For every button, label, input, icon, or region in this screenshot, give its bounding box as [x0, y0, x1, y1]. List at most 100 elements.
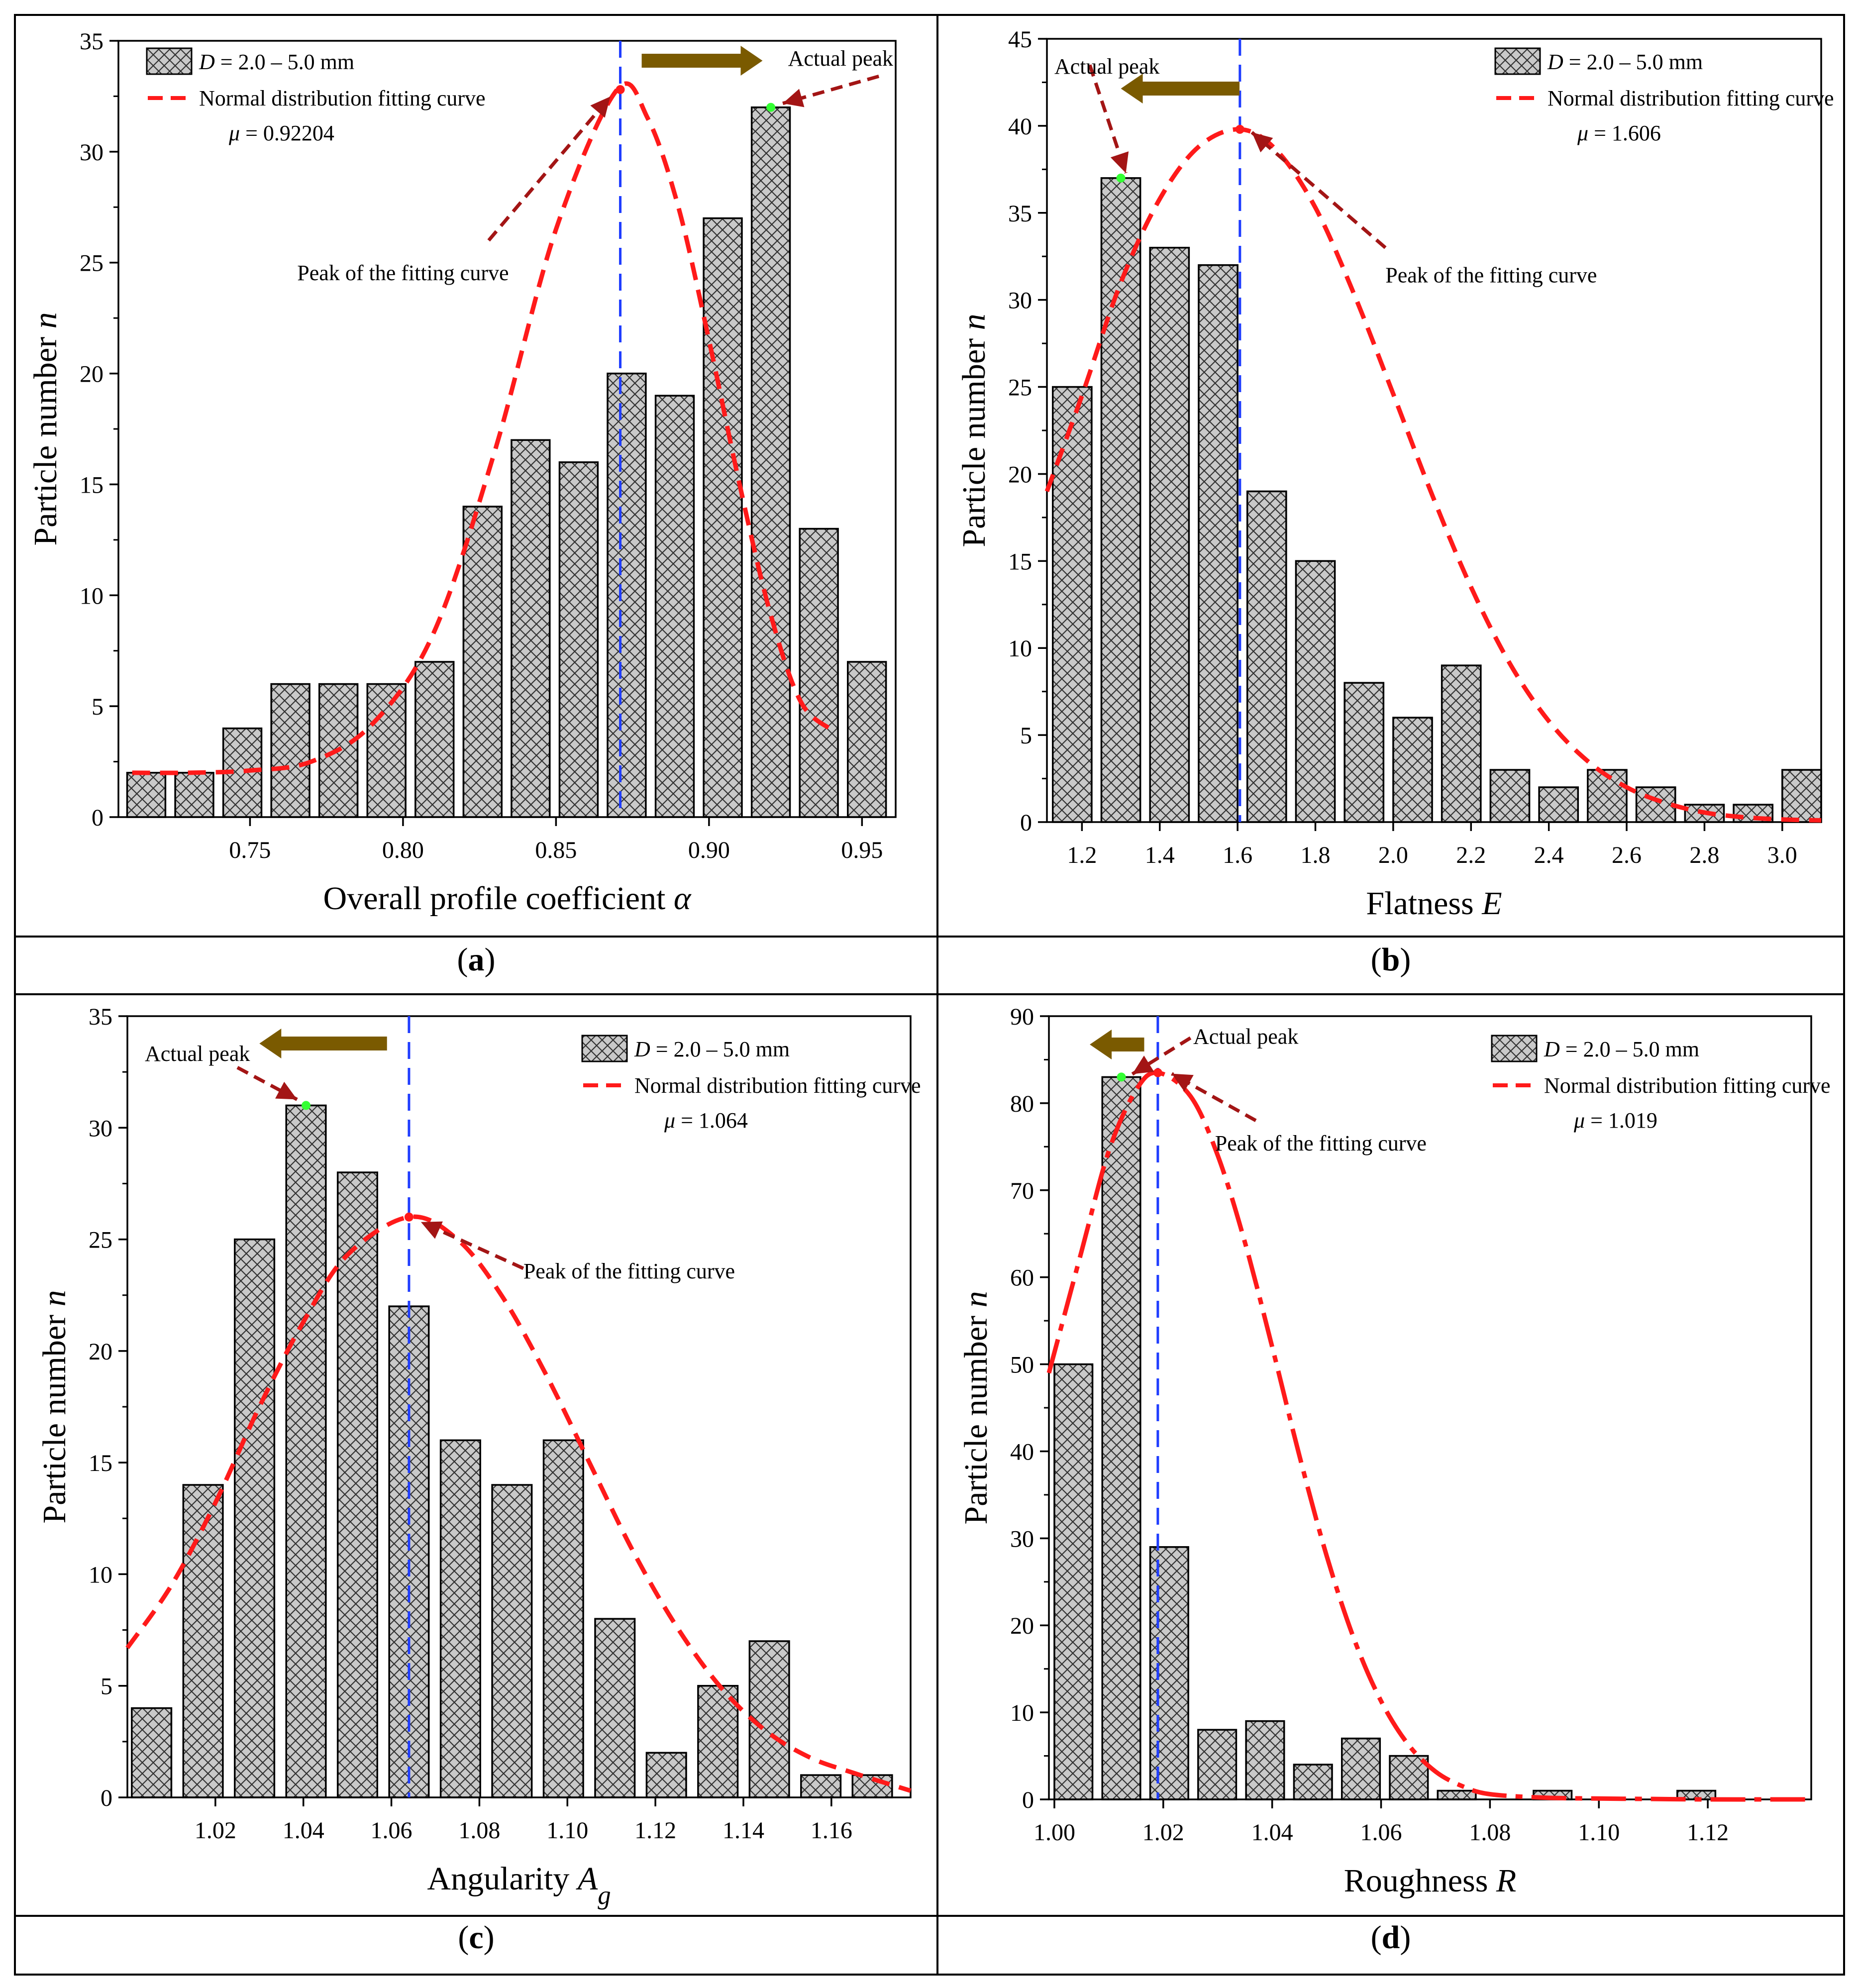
shift-arrow-c: [259, 1029, 387, 1058]
annotations-a: Peak of the fitting curve Actual peak: [297, 46, 893, 285]
y-tick-label: 15: [89, 1450, 112, 1476]
histogram-bar: [800, 1774, 842, 1798]
bars-c: [131, 1104, 893, 1798]
y-tick-label: 0: [101, 1785, 112, 1811]
x-tick-label: 0.85: [535, 837, 577, 863]
y-axis-b: 0 5 10 15 20 25 30 35 40 45: [1008, 26, 1047, 836]
legend-b: D = 2.0 – 5.0 mm Normal distribution fitt…: [1494, 47, 1834, 145]
actual-peak-label-part: Actual peak: [1193, 1025, 1298, 1049]
histogram-bar: [1389, 1755, 1429, 1800]
panel-caption-part: (: [458, 1919, 469, 1956]
x-tick-label: 1.06: [1360, 1819, 1402, 1846]
shift-direction-arrow: [1090, 1030, 1144, 1059]
legend-d: D = 2.0 – 5.0 mm Normal distribution fitt…: [1491, 1035, 1831, 1133]
legend-item-fit-part: Normal distribution fitting curve: [1544, 1073, 1831, 1098]
figure-frame: [14, 14, 1845, 1976]
fit-peak-label-part: Peak of the fitting curve: [523, 1259, 735, 1283]
annotations-c: Actual peak Peak of the fitting curve: [145, 1042, 735, 1283]
x-axis-a: 0.75 0.80 0.85 0.90 0.95: [229, 817, 883, 863]
y-tick-label: 70: [1010, 1178, 1034, 1204]
legend-item-sample-part: D: [1547, 50, 1563, 74]
panel-a: 0 5 10 15 20 25 30 35 0.75 0.80 0.85 0.90 0.95 Overal…: [27, 28, 897, 978]
histogram-bar: [511, 439, 551, 818]
actual-peak-marker: [302, 1101, 311, 1110]
legend-mean-value-part: μ: [228, 121, 240, 145]
x-axis-b: 1.2 1.4 1.6 1.8 2.0 2.2 2.4 2.6 2.8 3.0: [1067, 822, 1797, 868]
histogram-bar: [542, 1439, 584, 1798]
y-tick-label: 10: [1010, 1700, 1034, 1726]
x-axis-title-part: A: [576, 1861, 598, 1897]
panel-b: 0 5 10 15 20 25 30 35 40 45 1.2 1.4 1.6 1.8 2.0 2.2 2.4 2…: [956, 26, 1834, 978]
legend-item-fit-part: Normal distribution fitting curve: [1548, 86, 1834, 110]
panel-caption-part: ): [1400, 942, 1411, 978]
x-axis-title-part: Angularity: [427, 1861, 577, 1897]
x-tick-label: 0.75: [229, 837, 271, 863]
histogram-bar: [847, 661, 887, 818]
fit-peak-arrow-shaft: [487, 95, 612, 242]
y-tick-label: 15: [1008, 548, 1032, 575]
legend-item-sample-part: D: [199, 50, 215, 74]
legend-mean-value-part: = 1.064: [675, 1108, 748, 1133]
legend-swatch-bar: [1494, 47, 1541, 75]
legend-item-fit: Normal distribution fitting curve: [1544, 1073, 1831, 1098]
y-tick-label: 30: [1010, 1526, 1034, 1552]
y-tick-label: 5: [1020, 723, 1032, 749]
y-tick-label: 10: [80, 583, 103, 609]
legend-item-sample-part: = 2.0 – 5.0 mm: [1563, 50, 1703, 74]
histogram-bar: [1489, 769, 1531, 823]
actual-peak-label-part: Actual peak: [788, 46, 893, 71]
actual-peak-marker: [1117, 1072, 1126, 1082]
actual-peak-arrow-head: [275, 1081, 298, 1100]
y-tick-label: 5: [92, 694, 103, 720]
y-axis-title: Particle number n: [36, 1290, 73, 1523]
legend-a: D = 2.0 – 5.0 mm Normal distribution fitt…: [146, 47, 486, 145]
x-tick-label: 2.6: [1612, 842, 1642, 868]
y-tick-label: 45: [1008, 26, 1032, 53]
y-tick-label: 25: [80, 250, 103, 277]
x-tick-label: 1.14: [723, 1817, 764, 1844]
x-axis-title-part: α: [674, 880, 692, 917]
y-axis-title-part: n: [958, 1291, 994, 1307]
x-tick-label: 0.80: [382, 837, 424, 863]
legend-swatch-bar: [1491, 1035, 1538, 1062]
legend-mean-value-part: = 1.606: [1588, 121, 1661, 145]
panel-caption-part: d: [1382, 1919, 1400, 1956]
y-tick-label: 30: [89, 1115, 112, 1142]
x-tick-label: 0.90: [688, 837, 730, 863]
fit-peak-marker: [1235, 124, 1244, 134]
fit-peak-arrow-head: [1171, 1073, 1194, 1092]
histogram-bar: [270, 683, 310, 818]
x-tick-label: 1.16: [811, 1817, 852, 1844]
fit-peak-arrow-head: [590, 97, 611, 118]
histogram-bar: [366, 683, 407, 818]
y-tick-label: 30: [80, 139, 103, 166]
fit-curve: [125, 1214, 912, 1793]
y-tick-label: 60: [1010, 1265, 1034, 1291]
actual-peak-arrow-head: [783, 89, 805, 107]
legend-item-sample: D = 2.0 – 5.0 mm: [1547, 50, 1703, 74]
fit-curve: [1046, 1070, 1812, 1802]
histogram-bar: [1781, 769, 1822, 823]
y-tick-label: 15: [80, 472, 103, 498]
fit-curve: [1044, 127, 1822, 823]
y-axis-title-part: Particle number: [27, 328, 64, 545]
histogram-bar: [851, 1774, 893, 1798]
y-tick-label: 35: [80, 28, 103, 55]
x-tick-label: 1.12: [634, 1817, 676, 1844]
fit-peak-label: Peak of the fitting curve: [1215, 1131, 1427, 1155]
panel-caption-part: (: [1371, 1919, 1382, 1956]
shift-direction-arrow: [259, 1029, 387, 1058]
histogram-bar: [1295, 560, 1336, 823]
y-axis-title-part: n: [956, 314, 992, 330]
shift-arrow-b: [1121, 74, 1240, 104]
fit-peak-label-part: Peak of the fitting curve: [297, 261, 509, 285]
bars-d: [1053, 1076, 1717, 1800]
legend-item-sample: D = 2.0 – 5.0 mm: [199, 50, 354, 74]
x-axis-title: Overall profile coefficient α: [323, 880, 692, 917]
x-tick-label: 0.95: [841, 837, 883, 863]
y-axis-title-part: n: [36, 1290, 73, 1306]
histogram-bar: [285, 1104, 327, 1798]
legend-item-sample-part: D: [1544, 1037, 1560, 1061]
